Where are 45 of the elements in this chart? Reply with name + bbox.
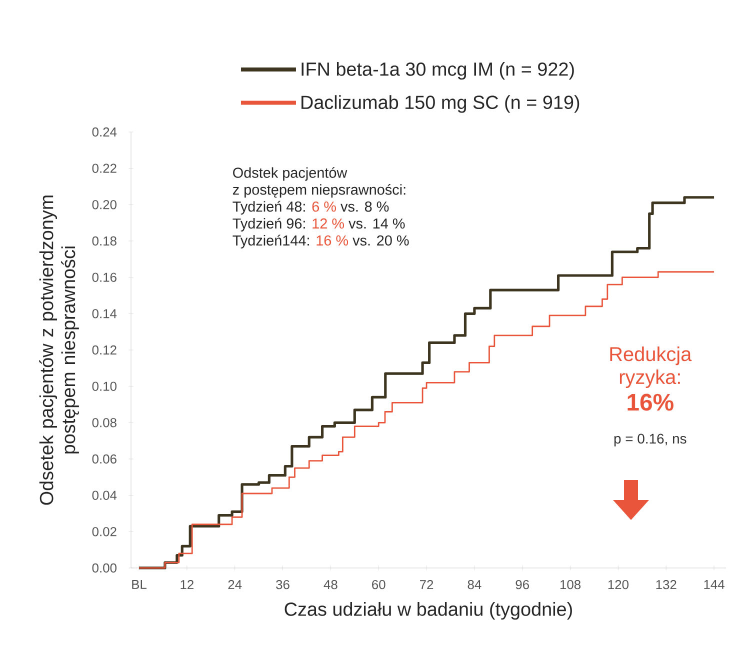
x-tick-label: 96 — [516, 580, 529, 590]
annotation: Redukcja — [610, 346, 692, 366]
y-tick-label: 0.10 — [92, 382, 116, 391]
annotation: 16% — [628, 394, 674, 411]
annotation: Tydzień 96: — [232, 218, 305, 232]
y-tick-label: 0.14 — [92, 309, 117, 318]
x-tick-label: 108 — [560, 580, 581, 590]
annotation: vs. 14 % — [348, 218, 405, 229]
x-tick-label: 144 — [704, 580, 724, 589]
legend-label: Daclizumab 150 mg SC (n = 919) — [302, 95, 580, 113]
annotation: vs. 8 % — [340, 201, 389, 212]
y-tick-label: 0.22 — [92, 164, 116, 173]
annotation: Tydzień 48: — [232, 200, 305, 215]
y-tick-label: 0.16 — [92, 272, 116, 282]
annotation: 12 % — [312, 218, 344, 229]
legend-label: IFN beta-1a 30 mcg IM (n = 922) — [302, 62, 574, 80]
x-tick-label: 48 — [324, 580, 338, 590]
annotation: Tydzień144: — [232, 234, 309, 248]
y-tick-label: 0.18 — [92, 236, 116, 246]
y-tick-label: 0.20 — [92, 200, 116, 210]
x-tick-label: 60 — [372, 580, 386, 590]
y-tick-label: 0.02 — [92, 527, 116, 536]
y-axis-title: Odsetek pacjentów z potwierdzonym postępem niesprawności — [39, 196, 79, 505]
annotation: vs. 20 % — [352, 235, 409, 246]
annotation: z postępem niepsrawności: — [232, 184, 406, 198]
x-tick-label: 72 — [420, 580, 434, 590]
y-tick-label: 0.04 — [92, 490, 117, 500]
annotation: Odstek pacjentów — [233, 167, 348, 181]
y-tick-label: 0.08 — [92, 418, 116, 428]
y-tick-label: 0.00 — [92, 563, 116, 573]
annotation: p = 0.16, ns — [614, 434, 686, 446]
annotation: ryzyka: — [620, 369, 680, 388]
x-tick-label: 120 — [608, 580, 629, 590]
y-tick-label: 0.06 — [92, 454, 116, 464]
x-tick-label: 24 — [228, 580, 242, 590]
annotation: 16 % — [316, 235, 348, 246]
x-tick-label: 36 — [276, 580, 290, 590]
x-tick-label: 12 — [180, 580, 194, 590]
y-tick-label: 0.12 — [92, 345, 116, 355]
x-tick-label: 84 — [468, 580, 482, 590]
x-tick-label: BL — [132, 580, 147, 589]
annotation: 6 % — [312, 201, 336, 212]
x-tick-label: 132 — [656, 580, 676, 590]
x-axis-title: Czas udziału w badaniu (tygodnie) — [284, 602, 572, 620]
y-tick-label: 0.24 — [92, 127, 117, 137]
